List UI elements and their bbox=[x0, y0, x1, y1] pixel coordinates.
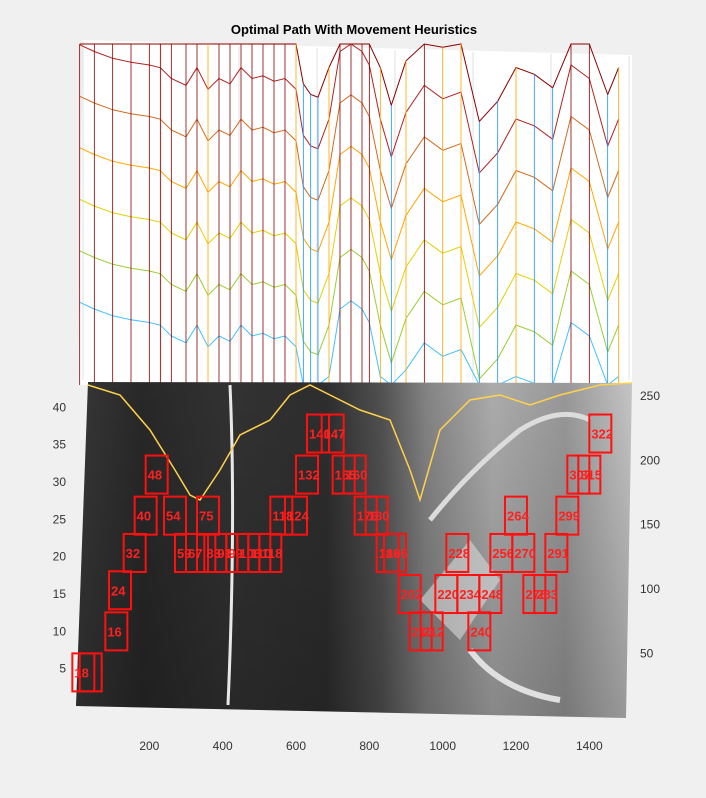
path-step-label: 91 bbox=[217, 546, 231, 561]
y-left-tick-label: 25 bbox=[53, 512, 67, 526]
path-step-label: 276 bbox=[525, 587, 547, 602]
y-axis-right: 50 100 150 200 250 bbox=[640, 389, 660, 661]
y-axis-left: 5 10 15 20 25 30 35 40 bbox=[53, 400, 67, 675]
path-step-label: 54 bbox=[166, 509, 181, 524]
y-left-tick-label: 10 bbox=[53, 624, 67, 638]
path-step-label: 140 bbox=[309, 427, 331, 442]
path-step-label: 118 bbox=[272, 509, 293, 524]
y-left-tick-label: 30 bbox=[53, 475, 67, 489]
path-step-label: 40 bbox=[137, 509, 151, 524]
path-step-label: 48 bbox=[148, 468, 162, 483]
y-left-tick-label: 15 bbox=[53, 587, 67, 601]
path-step-label: 155 bbox=[335, 468, 357, 483]
y-right-tick-label: 50 bbox=[640, 647, 654, 661]
surface-ridge bbox=[87, 382, 633, 503]
path-box bbox=[511, 532, 536, 573]
path-step-label: 248 bbox=[481, 587, 503, 602]
y-right-tick-label: 250 bbox=[640, 389, 660, 403]
y-right-tick-label: 150 bbox=[640, 518, 660, 532]
path-step-label: 118 bbox=[261, 546, 282, 561]
path-box bbox=[588, 413, 613, 454]
path-step-label: 147 bbox=[324, 427, 346, 442]
path-step-label: 99 bbox=[228, 546, 242, 561]
x-tick-label: 200 bbox=[139, 739, 159, 753]
path-box bbox=[144, 454, 169, 495]
path-step-label: 176 bbox=[357, 509, 379, 524]
path-box bbox=[306, 413, 330, 454]
path-step-label: 315 bbox=[580, 468, 602, 483]
path-step-label: 299 bbox=[558, 509, 580, 524]
path-step-label: 196 bbox=[386, 546, 408, 561]
path-box bbox=[555, 495, 580, 536]
path-box bbox=[284, 495, 308, 536]
path-step-label: 8 bbox=[82, 665, 89, 680]
x-tick-label: 400 bbox=[213, 739, 233, 753]
path-step-label: 75 bbox=[199, 509, 213, 524]
path-step-label: 67 bbox=[188, 546, 202, 561]
y-left-tick-label: 35 bbox=[53, 438, 67, 452]
optimal-path: 1 816243240485459677583919910611011811812… bbox=[71, 413, 613, 693]
path-step-label: 110 bbox=[250, 546, 271, 561]
path-step-label: 220 bbox=[437, 587, 459, 602]
aerial-image bbox=[76, 382, 632, 718]
surface-mesh bbox=[79, 43, 620, 386]
path-box bbox=[295, 454, 319, 495]
x-tick-label: 600 bbox=[286, 739, 306, 753]
path-step-label: 307 bbox=[569, 468, 591, 483]
x-tick-label: 1400 bbox=[576, 739, 603, 753]
path-step-label: 1 bbox=[74, 665, 81, 680]
path-step-label: 59 bbox=[177, 546, 191, 561]
path-step-label: 212 bbox=[423, 624, 445, 639]
path-box bbox=[577, 454, 602, 495]
path-box bbox=[78, 652, 103, 693]
path-step-label: 210 bbox=[412, 624, 434, 639]
path-step-label: 24 bbox=[111, 583, 126, 598]
path-step-label: 132 bbox=[298, 468, 320, 483]
x-tick-label: 1200 bbox=[503, 739, 530, 753]
path-step-label: 291 bbox=[547, 546, 569, 561]
path-box bbox=[108, 570, 132, 611]
path-step-label: 283 bbox=[536, 587, 558, 602]
path-box bbox=[419, 611, 444, 652]
y-left-tick-label: 5 bbox=[59, 662, 66, 676]
path-box bbox=[104, 611, 129, 652]
x-tick-label: 1000 bbox=[429, 739, 456, 753]
surface-grid bbox=[82, 42, 630, 380]
x-tick-label: 800 bbox=[359, 739, 379, 753]
path-box bbox=[478, 574, 503, 615]
path-step-label: 160 bbox=[346, 468, 368, 483]
path-step-label: 32 bbox=[126, 546, 140, 561]
path-box bbox=[445, 532, 470, 573]
path-step-label: 124 bbox=[287, 509, 309, 524]
ridge-line bbox=[87, 382, 633, 503]
path-step-label: 106 bbox=[239, 546, 261, 561]
path-step-label: 83 bbox=[206, 546, 220, 561]
path-step-label: 256 bbox=[492, 546, 514, 561]
path-box bbox=[133, 495, 158, 536]
x-axis: 200 400 600 800 1000 1200 1400 bbox=[139, 739, 603, 753]
path-step-label: 16 bbox=[107, 624, 121, 639]
path-box bbox=[320, 413, 345, 454]
path-step-label: 270 bbox=[514, 546, 536, 561]
chart-title: Optimal Path With Movement Heuristics bbox=[231, 22, 477, 37]
surface-backdrop bbox=[78, 40, 632, 385]
y-left-tick-label: 40 bbox=[53, 400, 67, 414]
path-box bbox=[342, 454, 367, 495]
path-step-label: 234 bbox=[459, 587, 481, 602]
path-step-label: 264 bbox=[507, 509, 529, 524]
path-step-label: 180 bbox=[368, 509, 390, 524]
path-step-label: 228 bbox=[448, 546, 470, 561]
path-step-label: 240 bbox=[470, 624, 492, 639]
y-right-tick-label: 200 bbox=[640, 453, 660, 467]
y-right-tick-label: 100 bbox=[640, 582, 660, 596]
path-box bbox=[533, 574, 558, 615]
path-step-label: 202 bbox=[401, 587, 423, 602]
path-box bbox=[269, 495, 294, 536]
y-left-tick-label: 20 bbox=[53, 550, 67, 564]
path-step-label: 322 bbox=[591, 427, 613, 442]
path-box bbox=[383, 532, 407, 573]
